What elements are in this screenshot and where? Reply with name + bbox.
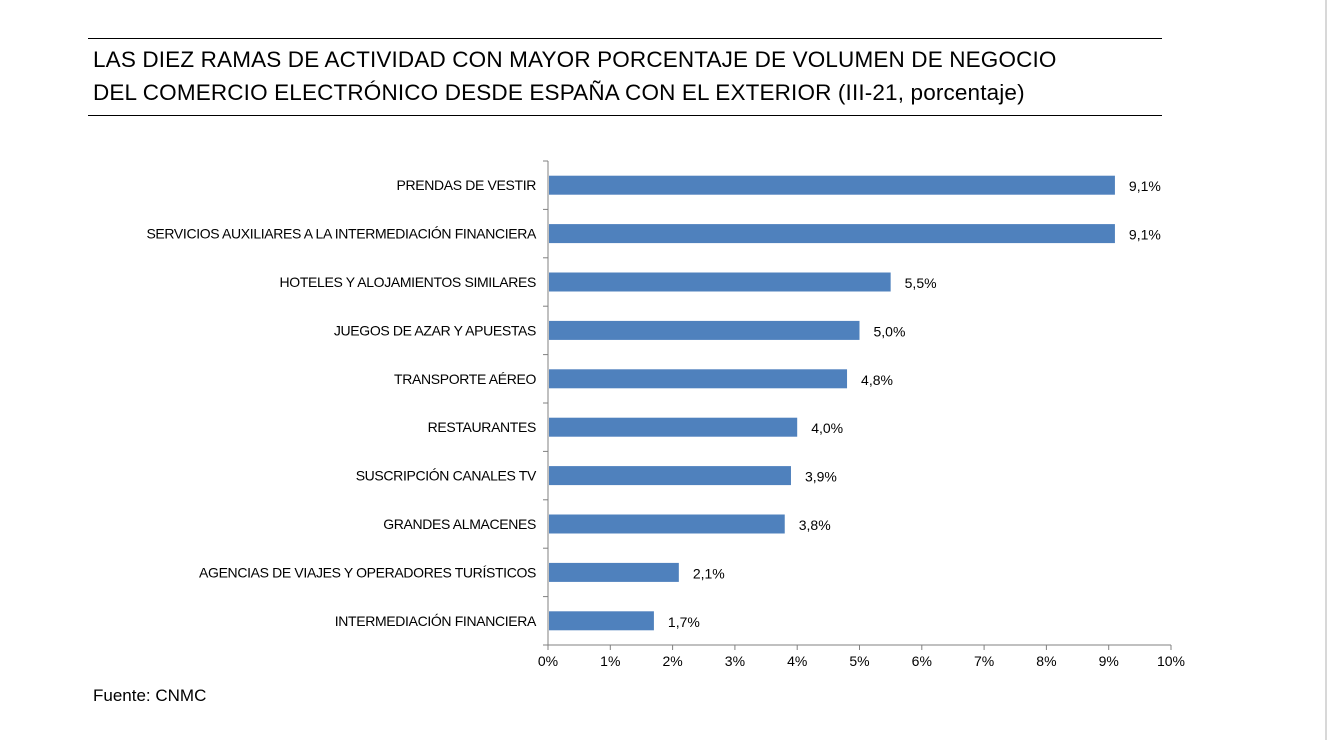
bar [549, 417, 798, 437]
x-tick-label: 3% [725, 653, 745, 669]
data-label: 5,0% [874, 323, 906, 339]
x-tick-label: 4% [787, 653, 807, 669]
x-tick-label: 6% [912, 653, 932, 669]
x-tick-label: 7% [974, 653, 994, 669]
bar [549, 320, 860, 340]
category-label: SERVICIOS AUXILIARES A LA INTERMEDIACIÓN… [146, 226, 537, 242]
bar [549, 369, 848, 389]
category-label: TRANSPORTE AÉREO [394, 371, 536, 387]
data-label: 3,9% [805, 469, 837, 485]
category-label: RESTAURANTES [428, 419, 536, 435]
x-tick-label: 0% [538, 653, 558, 669]
bar [549, 611, 654, 631]
data-label: 3,8% [799, 517, 831, 533]
data-label: 4,0% [811, 420, 843, 436]
page-edge-divider [1325, 0, 1327, 740]
category-label: SUSCRIPCIÓN CANALES TV [356, 468, 537, 484]
chart-title-line-1: LAS DIEZ RAMAS DE ACTIVIDAD CON MAYOR PO… [93, 47, 1057, 72]
source-note: Fuente: CNMC [93, 686, 207, 705]
category-label: JUEGOS DE AZAR Y APUESTAS [334, 322, 536, 338]
bar [549, 562, 679, 582]
x-tick-label: 8% [1036, 653, 1056, 669]
chart-title: LAS DIEZ RAMAS DE ACTIVIDAD CON MAYOR PO… [88, 38, 1162, 116]
data-label: 4,8% [861, 372, 893, 388]
data-label: 1,7% [668, 614, 700, 630]
bar [549, 272, 891, 292]
x-tick-label: 9% [1099, 653, 1119, 669]
category-label: HOTELES Y ALOJAMIENTOS SIMILARES [280, 274, 536, 290]
x-tick-label: 1% [600, 653, 620, 669]
x-tick-label: 5% [849, 653, 869, 669]
category-label: INTERMEDIACIÓN FINANCIERA [335, 613, 537, 629]
bar [549, 224, 1115, 244]
data-label: 9,1% [1129, 227, 1161, 243]
category-label: PRENDAS DE VESTIR [396, 177, 536, 193]
bar [549, 175, 1115, 195]
bar [549, 466, 791, 486]
chart-title-line-2: DEL COMERCIO ELECTRÓNICO DESDE ESPAÑA CO… [93, 80, 1025, 105]
category-label: GRANDES ALMACENES [383, 516, 536, 532]
data-label: 2,1% [693, 565, 725, 581]
x-tick-label: 10% [1157, 653, 1185, 669]
data-label: 9,1% [1129, 178, 1161, 194]
category-label: AGENCIAS DE VIAJES Y OPERADORES TURÍSTIC… [199, 564, 536, 580]
data-label: 5,5% [905, 275, 937, 291]
x-tick-label: 2% [662, 653, 682, 669]
bar [549, 514, 785, 534]
